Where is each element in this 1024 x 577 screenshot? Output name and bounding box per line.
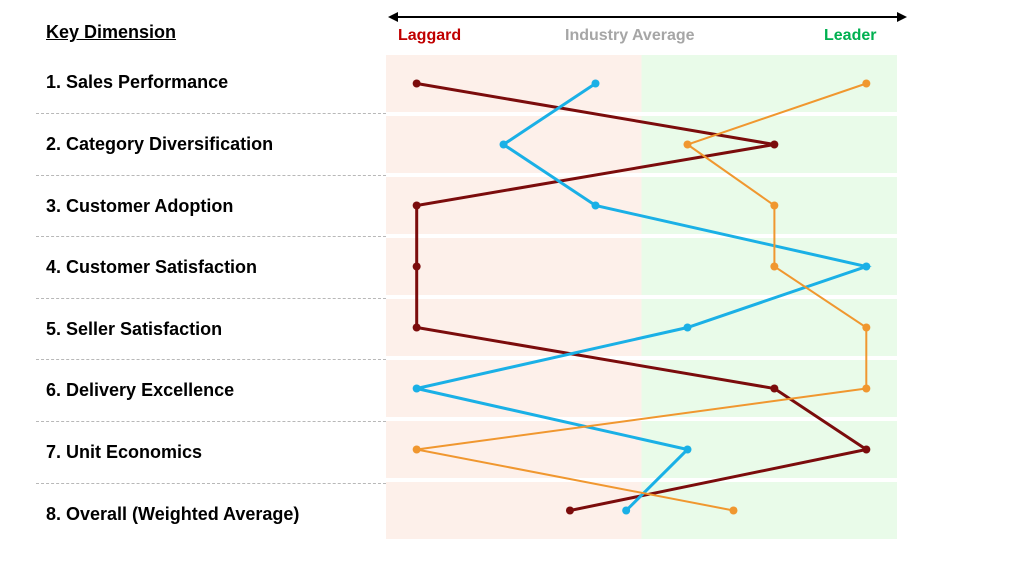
dimension-label: 3. Customer Adoption bbox=[46, 196, 234, 216]
row-divider bbox=[36, 236, 386, 237]
series-line-2 bbox=[416, 82, 872, 512]
series-3-point bbox=[729, 506, 738, 515]
series-3-point bbox=[770, 262, 779, 271]
series-1-point bbox=[565, 506, 574, 515]
leader-zone-band bbox=[641, 299, 897, 356]
laggard-label: Laggard bbox=[398, 27, 462, 44]
laggard-zone-band bbox=[386, 116, 642, 173]
row-divider bbox=[36, 483, 386, 484]
dimension-label: 5. Seller Satisfaction bbox=[46, 319, 223, 339]
laggard-zone-band bbox=[386, 238, 642, 295]
laggard-zone-band bbox=[386, 482, 642, 539]
laggard-zone-band bbox=[386, 360, 642, 417]
industry-average-label: Industry Average bbox=[565, 27, 695, 44]
series-1-point bbox=[412, 79, 421, 88]
dimension-label: 8. Overall (Weighted Average) bbox=[46, 504, 300, 524]
dimension-label: 4. Customer Satisfaction bbox=[46, 257, 258, 277]
series-2-point bbox=[591, 79, 600, 88]
series-3-point bbox=[862, 79, 871, 88]
series-2-point bbox=[591, 201, 600, 210]
series-3-point bbox=[770, 201, 779, 210]
dimension-label: 6. Delivery Excellence bbox=[46, 380, 235, 400]
series-2-point bbox=[683, 445, 692, 454]
row-divider bbox=[36, 421, 386, 422]
series-line-3 bbox=[416, 82, 868, 512]
dimension-label: 2. Category Diversification bbox=[46, 134, 274, 154]
row-divider bbox=[36, 175, 386, 176]
series-group bbox=[412, 79, 872, 515]
series-line-1 bbox=[415, 82, 871, 512]
leader-label: Leader bbox=[824, 27, 877, 44]
series-2-point bbox=[683, 323, 692, 332]
row-divider bbox=[36, 298, 386, 299]
leader-zone-band bbox=[641, 482, 897, 539]
arrow-left-head bbox=[388, 12, 398, 22]
dimension-label: 1. Sales Performance bbox=[46, 72, 229, 92]
series-2-point bbox=[499, 140, 508, 149]
scale-arrow bbox=[388, 12, 907, 22]
series-2-point bbox=[412, 384, 421, 393]
series-2-point bbox=[622, 506, 631, 515]
series-1-point bbox=[770, 140, 779, 149]
series-1-point bbox=[770, 384, 779, 393]
row-divider bbox=[36, 113, 386, 114]
series-3-point bbox=[683, 140, 692, 149]
series-3-point bbox=[862, 323, 871, 332]
series-3-point bbox=[412, 445, 421, 454]
arrow-right-head bbox=[897, 12, 907, 22]
row-divider bbox=[36, 359, 386, 360]
series-1-point bbox=[412, 201, 421, 210]
leader-zone-band bbox=[641, 55, 897, 112]
key-dimension-title: Key Dimension bbox=[46, 22, 177, 42]
series-1-point bbox=[412, 262, 421, 271]
series-1-point bbox=[412, 323, 421, 332]
dimension-label: 7. Unit Economics bbox=[46, 442, 203, 462]
series-3-point bbox=[862, 384, 871, 393]
leader-zone-band bbox=[641, 238, 897, 295]
series-2-point bbox=[862, 262, 871, 271]
series-1-point bbox=[862, 445, 871, 454]
